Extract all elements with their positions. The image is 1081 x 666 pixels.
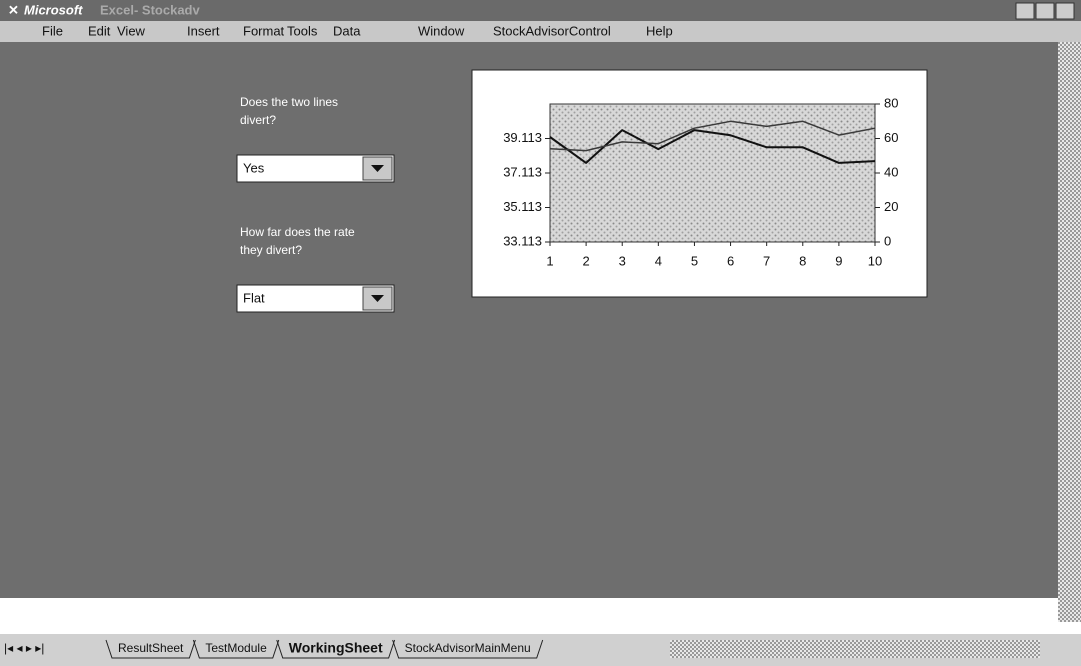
- x-tick-label: 1: [546, 253, 553, 268]
- question-label: divert?: [240, 113, 276, 127]
- x-tick-label: 10: [868, 253, 882, 268]
- y-tick-label: 33.113: [503, 233, 542, 248]
- y-tick-label: 39.113: [503, 130, 542, 145]
- dropdown-value: Yes: [243, 160, 265, 175]
- y-tick-label: 35.113: [503, 199, 542, 214]
- x-tick-label: 8: [799, 253, 806, 268]
- menu-item[interactable]: Data: [333, 23, 361, 38]
- menu-item[interactable]: Insert: [187, 23, 220, 38]
- y2-tick-label: 0: [884, 233, 891, 248]
- menu-item[interactable]: Tools: [287, 23, 318, 38]
- blank-row: [0, 598, 1058, 634]
- x-tick-label: 2: [582, 253, 589, 268]
- x-tick-label: 7: [763, 253, 770, 268]
- sheet-tab[interactable]: StockAdvisorMainMenu: [405, 641, 531, 655]
- menu-item[interactable]: Window: [418, 23, 465, 38]
- menu-item[interactable]: StockAdvisorControl: [493, 23, 611, 38]
- tab-nav-buttons[interactable]: |◂ ◂ ▸ ▸|: [4, 641, 44, 655]
- vertical-scrollbar[interactable]: [1058, 42, 1081, 622]
- question-label: they divert?: [240, 243, 302, 257]
- question-label: Does the two lines: [240, 95, 338, 109]
- x-tick-label: 3: [619, 253, 626, 268]
- close-icon: ✕: [8, 2, 19, 17]
- excel-window: ✕ Microsoft Excel- Stockadv File Edit View…: [0, 0, 1081, 666]
- menu-item[interactable]: Format: [243, 23, 285, 38]
- x-tick-label: 9: [835, 253, 842, 268]
- y-tick-label: 37.113: [503, 164, 542, 179]
- x-tick-label: 5: [691, 253, 698, 268]
- x-tick-label: 6: [727, 253, 734, 268]
- y2-tick-label: 40: [884, 164, 898, 179]
- y2-tick-label: 20: [884, 199, 898, 214]
- y2-tick-label: 80: [884, 95, 898, 110]
- menu-item[interactable]: File: [42, 23, 63, 38]
- window-buttons[interactable]: [1016, 3, 1074, 19]
- app-name: Microsoft: [24, 2, 83, 17]
- sheet-tab[interactable]: ResultSheet: [118, 641, 184, 655]
- x-tick-label: 4: [655, 253, 662, 268]
- sheet-tab[interactable]: TestModule: [205, 641, 267, 655]
- dropdown-value: Flat: [243, 290, 265, 305]
- menu-item[interactable]: Edit: [88, 23, 111, 38]
- window-title: Excel- Stockadv: [100, 2, 200, 17]
- y2-tick-label: 60: [884, 130, 898, 145]
- sheet-tab[interactable]: WorkingSheet: [289, 640, 383, 656]
- question-label: How far does the rate: [240, 225, 355, 239]
- menu-item[interactable]: View: [117, 23, 146, 38]
- horizontal-scrollbar[interactable]: [670, 640, 1040, 658]
- menu-item[interactable]: Help: [646, 23, 673, 38]
